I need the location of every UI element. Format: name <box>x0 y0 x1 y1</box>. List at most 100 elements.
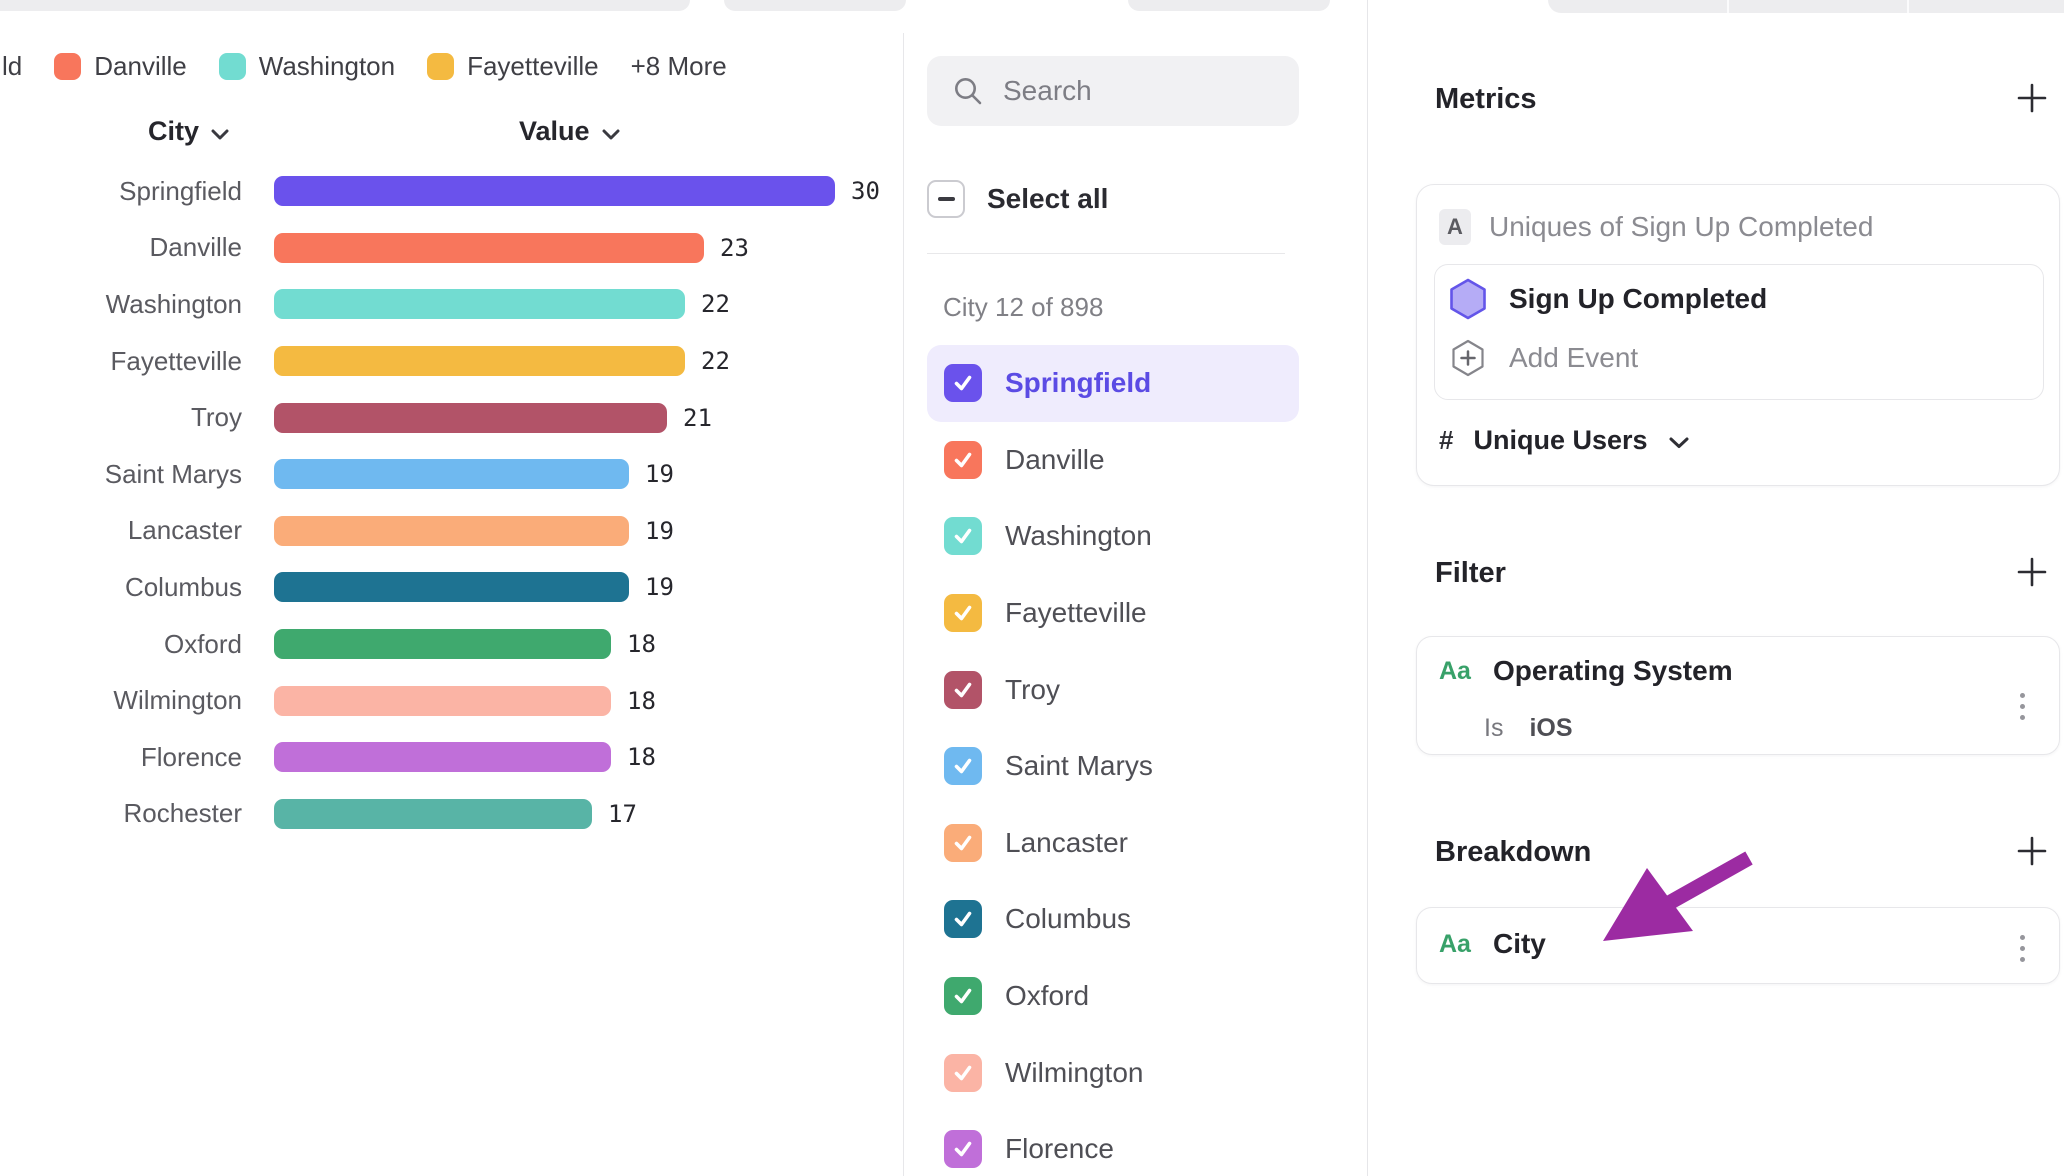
bar-category-label: Fayetteville <box>110 345 243 376</box>
filter-menu-button[interactable] <box>2007 693 2037 720</box>
value-list-item[interactable]: Oxford <box>927 958 1299 1035</box>
value-label: Troy <box>1005 673 1060 705</box>
add-event-label: Add Event <box>1509 342 1639 373</box>
value-checkbox-checked[interactable] <box>944 670 982 709</box>
chart-legend: ld Danville Washington Fayetteville +8 More <box>2 46 727 86</box>
chart-row: Columbus 19 <box>0 559 903 616</box>
bar[interactable] <box>274 629 611 660</box>
filter-clause[interactable]: Is iOS <box>1484 714 1573 743</box>
bar[interactable] <box>274 176 835 207</box>
measurement-dropdown[interactable]: # Unique Users <box>1439 425 1690 456</box>
value-list-item[interactable]: Florence <box>927 1111 1299 1176</box>
add-filter-button[interactable] <box>2016 556 2048 588</box>
chart-row: Washington 22 <box>0 276 903 333</box>
bar[interactable] <box>274 289 685 320</box>
legend-item[interactable]: Fayetteville <box>427 51 599 82</box>
bar[interactable] <box>274 515 629 546</box>
chart-row: Danville 23 <box>0 220 903 277</box>
segment-button[interactable] <box>1729 0 1910 13</box>
bar-category-label: Danville <box>149 232 243 263</box>
value-checkbox-checked[interactable] <box>944 747 982 786</box>
bar[interactable] <box>274 798 592 829</box>
check-icon <box>954 605 972 621</box>
bar[interactable] <box>274 459 629 490</box>
bar-chart: Springfield 30 Danville 23 Washington 22 Fayet… <box>0 163 903 842</box>
breakdown-heading: Breakdown <box>1435 836 1592 868</box>
add-breakdown-button[interactable] <box>2016 835 2048 867</box>
value-checkbox-checked[interactable] <box>944 900 982 939</box>
bar-category-label: Columbus <box>124 571 242 602</box>
minus-icon <box>937 197 955 201</box>
add-event-row[interactable]: Add Event <box>1451 339 1638 377</box>
search-box[interactable] <box>927 56 1299 126</box>
legend-item[interactable]: Danville <box>54 51 187 82</box>
value-checkbox-checked[interactable] <box>944 517 982 556</box>
event-name: Sign Up Completed <box>1509 283 1768 314</box>
check-icon <box>954 835 972 851</box>
search-input[interactable] <box>1001 74 1275 108</box>
event-row[interactable]: Sign Up Completed <box>1449 278 1767 320</box>
value-label: Danville <box>1005 443 1105 475</box>
value-list-item[interactable]: Washington <box>927 498 1299 575</box>
breakdown-property-name: City <box>1492 928 1546 959</box>
value-checkbox-checked[interactable] <box>944 364 982 403</box>
filter-property-row[interactable]: Aa Operating System <box>1439 655 1733 687</box>
value-label: Fayetteville <box>1005 597 1147 629</box>
value-list-item[interactable]: Danville <box>927 422 1299 499</box>
chevron-down-icon <box>1669 437 1689 448</box>
chart-config-panel: Metrics A Uniques of Sign Up Completed S… <box>1367 0 2064 1176</box>
breakdown-value-picker: Select all City 12 of 898 Springfield Dan… <box>903 0 1367 1176</box>
breakdown-property-row[interactable]: Aa City <box>1439 928 1546 960</box>
bar-category-label: Washington <box>105 288 242 319</box>
bar[interactable] <box>274 685 611 716</box>
bar-value-label: 17 <box>608 799 637 828</box>
check-icon <box>954 1141 972 1157</box>
value-checkbox-checked[interactable] <box>944 1130 982 1169</box>
value-list-item[interactable]: Springfield <box>927 345 1299 422</box>
cropped-tab <box>0 0 690 11</box>
legend-item-clipped[interactable]: ld <box>2 50 23 81</box>
value-label: Oxford <box>1005 980 1090 1012</box>
bar-category-label: Troy <box>190 402 242 433</box>
legend-more-label[interactable]: +8 More <box>630 50 727 81</box>
check-icon <box>954 988 972 1004</box>
breakdown-menu-button[interactable] <box>2007 935 2037 962</box>
select-all-checkbox-indeterminate[interactable] <box>927 180 965 218</box>
filter-card: Aa Operating System Is iOS <box>1416 636 2060 755</box>
value-list-item[interactable]: Troy <box>927 651 1299 728</box>
string-type-icon: Aa <box>1439 656 1471 685</box>
column-header-city[interactable]: City <box>148 116 230 147</box>
value-list-item[interactable]: Wilmington <box>927 1034 1299 1111</box>
value-checkbox-checked[interactable] <box>944 440 982 479</box>
column-header-value[interactable]: Value <box>519 116 621 147</box>
bar[interactable] <box>274 572 629 603</box>
value-label: Wilmington <box>1005 1056 1144 1088</box>
legend-item[interactable]: Washington <box>218 51 395 82</box>
value-checkbox-checked[interactable] <box>944 594 982 633</box>
legend-label: Danville <box>94 50 187 81</box>
bar-category-label: Saint Marys <box>104 458 242 489</box>
value-list-item[interactable]: Saint Marys <box>927 728 1299 805</box>
bar[interactable] <box>274 346 685 377</box>
value-list-item[interactable]: Lancaster <box>927 805 1299 882</box>
value-list-item[interactable]: Columbus <box>927 881 1299 958</box>
bar-value-label: 23 <box>720 233 749 262</box>
select-all-row[interactable]: Select all <box>927 180 1108 218</box>
value-checkbox-checked[interactable] <box>944 977 982 1016</box>
number-type-icon: # <box>1439 425 1454 455</box>
value-checkbox-checked[interactable] <box>944 823 982 862</box>
segment-button[interactable] <box>1548 0 1729 13</box>
bar[interactable] <box>274 742 611 773</box>
chart-row: Saint Marys 19 <box>0 446 903 503</box>
bar[interactable] <box>274 232 704 263</box>
sort-chevron-icon <box>211 129 229 139</box>
metric-summary-label: Uniques of Sign Up Completed <box>1489 211 1874 242</box>
chart-row: Oxford 18 <box>0 616 903 673</box>
add-metric-button[interactable] <box>2016 82 2048 114</box>
value-checkbox-checked[interactable] <box>944 1053 982 1092</box>
bar[interactable] <box>274 402 667 433</box>
value-label: Columbus <box>1005 903 1132 935</box>
pane-divider <box>903 33 904 1176</box>
value-list-item[interactable]: Fayetteville <box>927 575 1299 652</box>
bar-value-label: 18 <box>627 686 656 715</box>
